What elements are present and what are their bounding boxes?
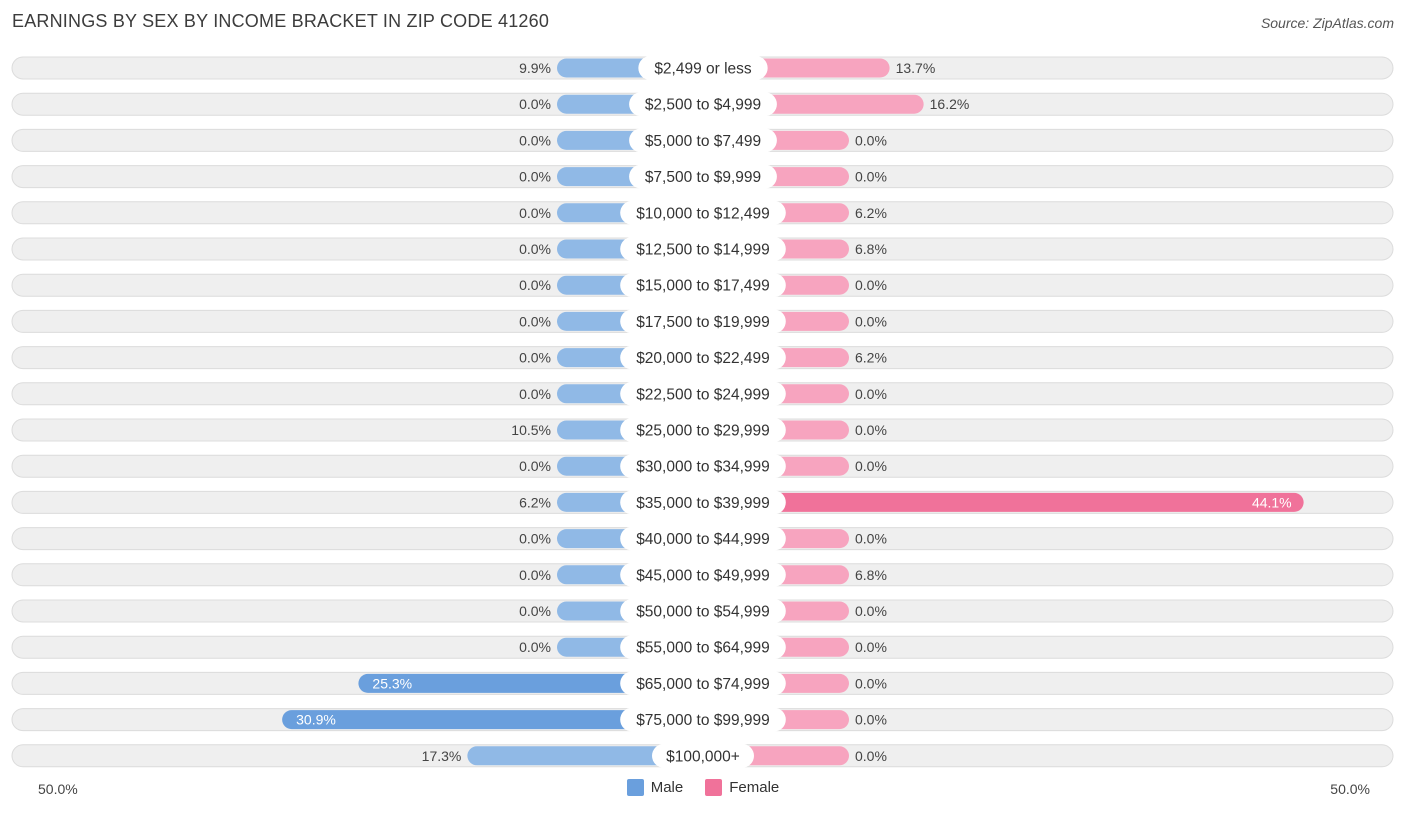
category-label: $22,500 to $24,999 <box>636 386 770 403</box>
bar-female[interactable] <box>703 492 1304 512</box>
value-label-female: 13.7% <box>896 60 936 76</box>
value-label-male: 0.0% <box>519 169 551 185</box>
value-label-female: 16.2% <box>930 96 970 112</box>
value-label-male: 25.3% <box>372 675 412 691</box>
value-label-male: 0.0% <box>519 241 551 257</box>
value-label-male: 9.9% <box>519 60 551 76</box>
category-label-pill <box>620 237 786 261</box>
category-label-pill <box>620 599 786 623</box>
category-label-pill <box>620 490 786 515</box>
value-label-male: 0.0% <box>519 603 551 619</box>
category-label-pill <box>620 562 786 587</box>
value-label-male: 0.0% <box>519 96 551 112</box>
legend: Male Female <box>0 779 1406 796</box>
category-label-pill <box>629 128 777 153</box>
category-label-pill <box>652 743 754 768</box>
category-label-pill <box>620 273 786 298</box>
value-label-male: 0.0% <box>519 386 551 402</box>
category-label: $30,000 to $34,999 <box>636 459 770 476</box>
category-label-pill <box>620 309 786 334</box>
category-label: $100,000+ <box>666 748 740 765</box>
category-label: $45,000 to $49,999 <box>636 567 770 584</box>
legend-label-male: Male <box>650 779 684 796</box>
value-label-male: 17.3% <box>422 748 462 764</box>
category-label: $15,000 to $17,499 <box>636 278 770 295</box>
value-label-female: 0.0% <box>855 712 887 728</box>
category-label: $5,000 to $7,499 <box>645 133 761 150</box>
category-label: $20,000 to $22,499 <box>636 350 770 367</box>
value-label-female: 0.0% <box>855 132 887 148</box>
value-label-male: 6.2% <box>519 494 551 510</box>
value-label-female: 6.8% <box>855 241 887 257</box>
legend-item-female[interactable]: Female <box>705 779 779 796</box>
chart-title: EARNINGS BY SEX BY INCOME BRACKET IN ZIP… <box>12 11 550 31</box>
category-label: $55,000 to $64,999 <box>636 640 770 657</box>
value-label-male: 0.0% <box>519 639 551 655</box>
category-label-pill <box>629 92 777 117</box>
value-label-male: 0.0% <box>519 205 551 221</box>
category-label-pill <box>620 345 786 370</box>
bar-male[interactable] <box>358 673 703 693</box>
value-label-female: 0.0% <box>855 675 887 691</box>
axis-left-label: 50.0% <box>38 781 78 797</box>
category-label-pill <box>629 164 777 189</box>
category-label-pill <box>620 707 786 732</box>
value-label-female: 0.0% <box>855 603 887 619</box>
category-label-pill <box>620 635 786 660</box>
value-label-female: 0.0% <box>855 169 887 185</box>
value-label-male: 0.0% <box>519 458 551 474</box>
legend-swatch-female <box>705 779 723 796</box>
category-label: $65,000 to $74,999 <box>636 676 770 693</box>
category-label: $7,500 to $9,999 <box>645 169 761 186</box>
value-label-male: 10.5% <box>511 422 551 438</box>
category-label: $40,000 to $44,999 <box>636 531 770 548</box>
value-label-male: 0.0% <box>519 132 551 148</box>
category-label-pill <box>620 200 786 225</box>
value-label-female: 0.0% <box>855 386 887 402</box>
category-label: $35,000 to $39,999 <box>636 495 770 512</box>
value-label-female: 0.0% <box>855 313 887 329</box>
value-label-female: 6.8% <box>855 567 887 583</box>
value-label-female: 0.0% <box>855 748 887 764</box>
value-label-female: 0.0% <box>855 277 887 293</box>
value-label-female: 6.2% <box>855 205 887 221</box>
category-label-pill <box>620 381 786 406</box>
value-label-male: 0.0% <box>519 350 551 366</box>
category-label: $2,500 to $4,999 <box>645 97 761 114</box>
value-label-male: 0.0% <box>519 531 551 547</box>
value-label-female: 0.0% <box>855 458 887 474</box>
value-label-female: 0.0% <box>855 531 887 547</box>
value-label-female: 0.0% <box>855 422 887 438</box>
legend-label-female: Female <box>729 779 780 796</box>
legend-swatch-male <box>626 779 644 796</box>
source-label: Source: ZipAtlas.com <box>1260 15 1394 31</box>
category-label: $2,499 or less <box>654 61 752 78</box>
category-label: $50,000 to $54,999 <box>636 604 770 621</box>
category-label-pill <box>620 671 786 696</box>
category-label-pill <box>638 56 768 80</box>
axis-right-label: 50.0% <box>1330 781 1370 797</box>
value-label-male: 30.9% <box>296 712 336 728</box>
category-label: $75,000 to $99,999 <box>636 712 770 729</box>
value-label-male: 0.0% <box>519 567 551 583</box>
category-label-pill <box>620 526 786 551</box>
category-label: $10,000 to $12,499 <box>636 205 770 222</box>
value-label-female: 44.1% <box>1252 494 1292 510</box>
category-label: $12,500 to $14,999 <box>636 242 770 259</box>
value-label-female: 6.2% <box>855 350 887 366</box>
value-label-female: 0.0% <box>855 639 887 655</box>
legend-item-male[interactable]: Male <box>626 779 684 796</box>
category-label: $25,000 to $29,999 <box>636 423 770 440</box>
bar-male[interactable] <box>467 746 703 766</box>
category-label: $17,500 to $19,999 <box>636 314 770 331</box>
value-label-male: 0.0% <box>519 313 551 329</box>
value-label-male: 0.0% <box>519 277 551 293</box>
category-label-pill <box>620 418 786 442</box>
bar-male[interactable] <box>282 710 703 730</box>
category-label-pill <box>620 454 786 479</box>
